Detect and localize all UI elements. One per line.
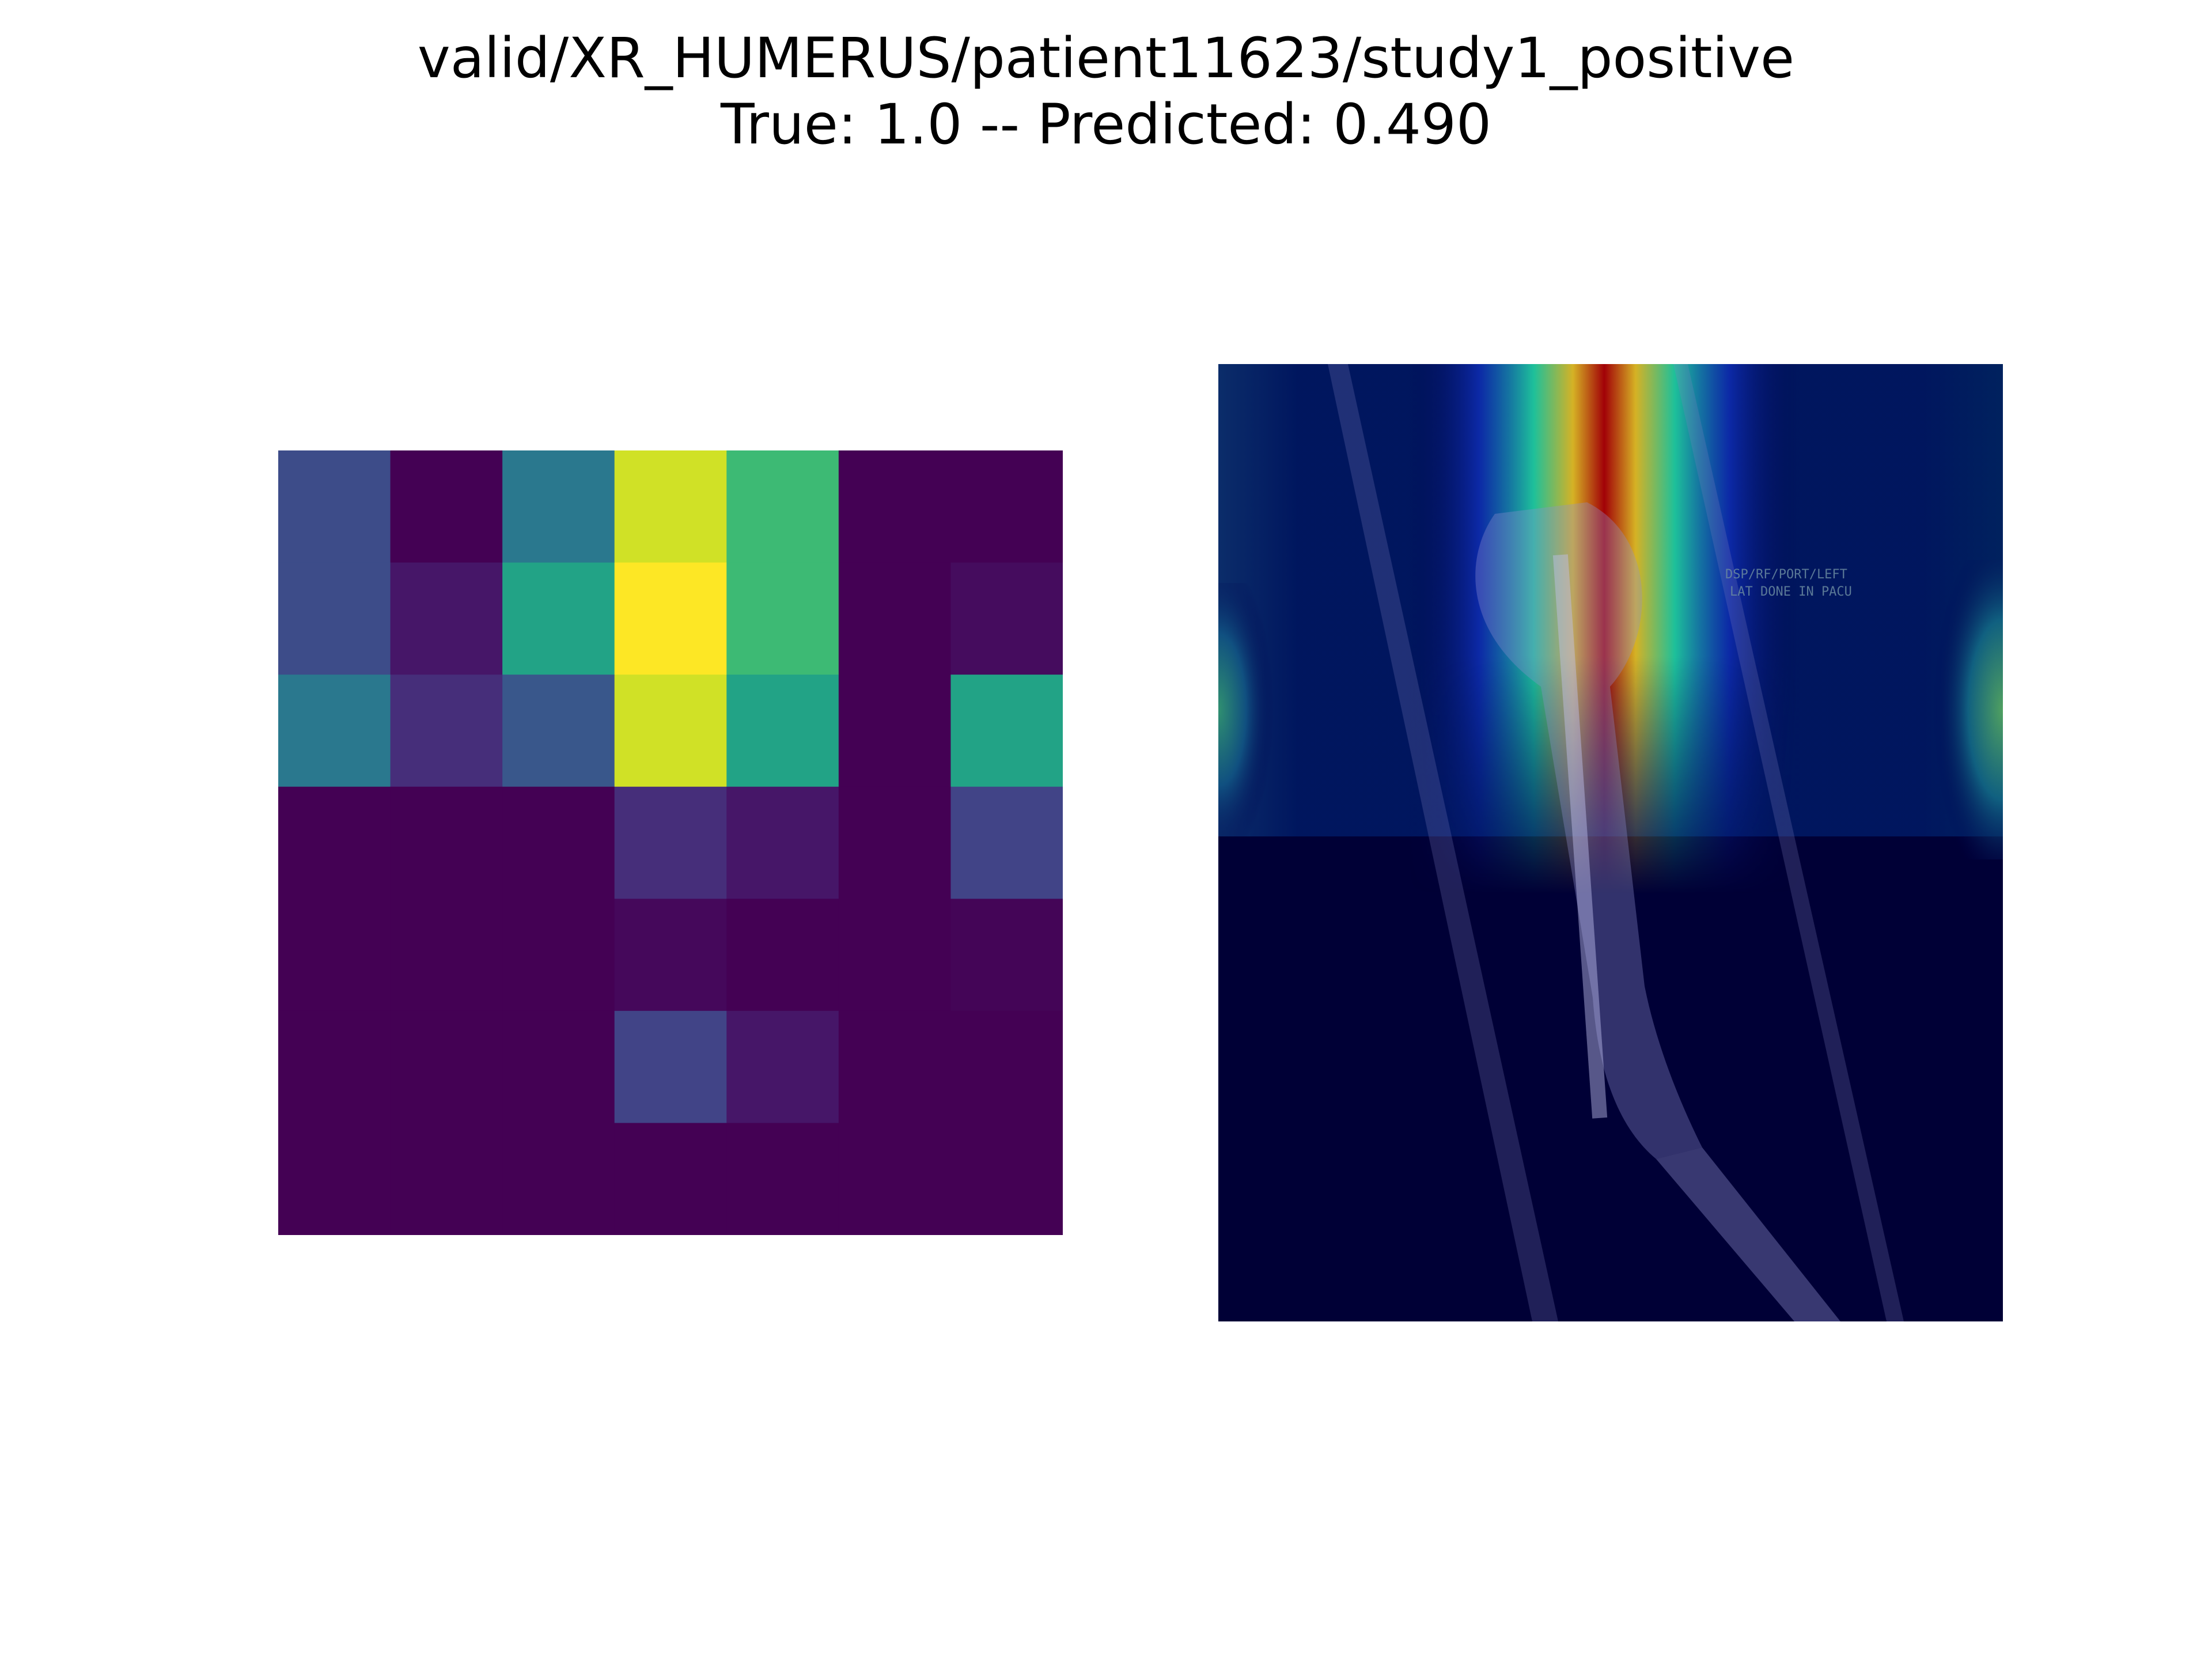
humerus-bone [1475, 502, 1702, 1159]
heatmap-cell-r6-c1 [390, 1123, 503, 1235]
heatmap-cell-r2-c3 [614, 675, 727, 787]
heatmap-cell-r6-c5 [838, 1123, 952, 1235]
figure-title: valid/XR_HUMERUS/patient11623/study1_pos… [417, 26, 1795, 90]
heatmap-cell-r2-c2 [502, 675, 615, 787]
image-annotation-line-1: DSP/RF/PORT/LEFT [1725, 567, 1847, 582]
left-glow [1218, 583, 1310, 836]
heatmap-cell-r4-c4 [726, 899, 839, 1012]
heatmap-cell-r3-c0 [278, 786, 391, 899]
heatmap-cell-r5-c6 [950, 1010, 1063, 1124]
heatmap-cell-r6-c2 [502, 1123, 615, 1235]
heatmap-cell-r1-c6 [950, 562, 1063, 675]
heatmap-cell-r1-c1 [390, 562, 503, 675]
heatmap-cell-r0-c6 [950, 450, 1063, 563]
heatmap-cell-r6-c6 [950, 1123, 1063, 1235]
heatmap-cell-r0-c1 [390, 450, 503, 563]
heatmap-cell-r1-c3 [614, 562, 727, 675]
heatmap-cell-r3-c6 [950, 786, 1063, 899]
heatmap-cell-r1-c5 [838, 562, 952, 675]
activation-heatmap [278, 450, 1063, 1235]
cassette-edge-left [1328, 364, 1558, 1321]
heatmap-cell-r5-c2 [502, 1010, 615, 1124]
heatmap-cell-r1-c2 [502, 562, 615, 675]
heatmap-cell-r2-c4 [726, 675, 839, 787]
heatmap-cell-r6-c4 [726, 1123, 839, 1235]
heatmap-cell-r0-c5 [838, 450, 952, 563]
heatmap-cell-r1-c4 [726, 562, 839, 675]
heatmap-cell-r2-c0 [278, 675, 391, 787]
activation-hotspot [1408, 364, 1800, 894]
heatmap-cell-r5-c5 [838, 1010, 952, 1124]
heatmap-cell-r6-c3 [614, 1123, 727, 1235]
heatmap-cell-r4-c0 [278, 899, 391, 1012]
forearm-bone [1656, 1147, 1840, 1321]
right-glow [1887, 560, 2003, 859]
heatmap-cell-r5-c3 [614, 1010, 727, 1124]
intramedullary-nail [1552, 554, 1608, 1119]
heatmap-cell-r3-c5 [838, 786, 952, 899]
heatmap-cell-r4-c6 [950, 899, 1063, 1012]
heatmap-cell-r5-c4 [726, 1010, 839, 1124]
heatmap-cell-r2-c5 [838, 675, 952, 787]
heatmap-cell-r5-c1 [390, 1010, 503, 1124]
heatmap-cell-r4-c2 [502, 899, 615, 1012]
heatmap-cell-r0-c3 [614, 450, 727, 563]
heatmap-cell-r0-c2 [502, 450, 615, 563]
heatmap-cell-r0-c0 [278, 450, 391, 563]
heatmap-cell-r1-c0 [278, 562, 391, 675]
heatmap-cell-r2-c1 [390, 675, 503, 787]
heatmap-cell-r4-c3 [614, 899, 727, 1012]
heatmap-cell-r4-c1 [390, 899, 503, 1012]
heatmap-cell-r3-c1 [390, 786, 503, 899]
xray-overlay-panel: DSP/RF/PORT/LEFT LAT DONE IN PACU [1218, 364, 2003, 1321]
figure-subtitle: True: 1.0 -- Predicted: 0.490 [720, 92, 1492, 157]
heatmap-cell-r3-c4 [726, 786, 839, 899]
cassette-edge-right [1673, 364, 1904, 1321]
heatmap-cell-r6-c0 [278, 1123, 391, 1235]
heatmap-cell-r2-c6 [950, 675, 1063, 787]
heatmap-cell-r3-c3 [614, 786, 727, 899]
heatmap-cell-r3-c2 [502, 786, 615, 899]
image-annotation-line-2: LAT DONE IN PACU [1730, 585, 1852, 599]
heatmap-cell-r5-c0 [278, 1010, 391, 1124]
heatmap-cell-r4-c5 [838, 899, 952, 1012]
heatmap-cell-r0-c4 [726, 450, 839, 563]
